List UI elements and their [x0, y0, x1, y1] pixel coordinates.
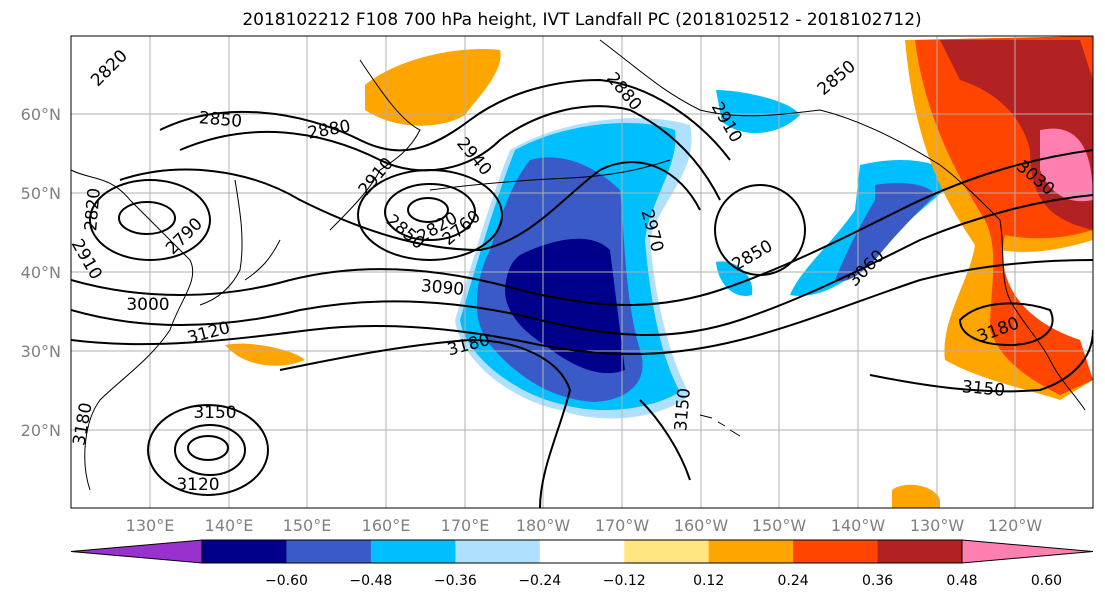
contour-label: 3150 — [193, 403, 236, 423]
lon-tick: 140°E — [205, 516, 254, 535]
contour-3150-east — [869, 329, 1093, 393]
lon-tick: 160°E — [362, 516, 411, 535]
graticule — [71, 36, 1093, 508]
contour-label: 3150 — [961, 377, 1006, 401]
coast-alaska — [599, 39, 1001, 221]
colorbar-tick: −0.12 — [603, 573, 646, 589]
ivt-positive-okhotsk — [365, 49, 501, 126]
colorbar-swatch — [370, 540, 456, 563]
contour-3120 — [71, 259, 1093, 356]
ivt-negative-gulf-inner — [835, 183, 935, 282]
lat-tick: 20°N — [21, 421, 61, 440]
colorbar-swatch — [539, 540, 625, 563]
colorbar-swatch — [455, 540, 541, 563]
contour-label: 3000 — [126, 295, 169, 315]
contour-3150-mid — [639, 399, 691, 481]
map-frame — [70, 35, 1094, 509]
coast-kamchatka — [329, 59, 421, 231]
colorbar-extend-high — [961, 539, 1094, 564]
lon-axis: 130°E 140°E 150°E 160°E 170°E 180°W 170°… — [126, 516, 1043, 535]
lon-tick: 150°W — [752, 516, 807, 535]
contour-low-west-2 — [89, 179, 211, 261]
colorbar-extend-low — [70, 539, 203, 564]
lon-tick: 130°E — [126, 516, 175, 535]
coast-northamerica — [999, 219, 1086, 411]
map-panel: 2820 2850 2880 2910 2940 2880 2910 2850 … — [71, 36, 1093, 508]
colorbar-swatch — [877, 540, 963, 563]
contour-2880 — [179, 105, 721, 201]
colorbar-frame — [201, 539, 963, 564]
colorbar-tick: 0.24 — [778, 573, 809, 589]
ivt-positive-westcoast-060 — [1040, 128, 1093, 202]
contour-high-sw — [174, 424, 246, 476]
contour-high-sw-3 — [187, 435, 229, 461]
coast-japan — [199, 179, 281, 306]
colorbar — [70, 539, 1094, 564]
coast-aleutians — [429, 159, 671, 191]
lat-axis: 60°N 50°N 40°N 30°N 20°N — [21, 105, 61, 440]
coastlines — [71, 39, 1086, 491]
colorbar-tick-labels: −0.60 −0.48 −0.36 −0.24 −0.12 0.12 0.24 … — [265, 573, 1062, 589]
colorbar-tick: −0.48 — [349, 573, 392, 589]
colorbar-swatch — [624, 540, 710, 563]
colorbar-swatch — [286, 540, 372, 563]
colorbar-tick: 0.36 — [862, 573, 893, 589]
contour-2910 — [119, 161, 701, 252]
colorbar-tick: 0.60 — [1031, 573, 1062, 589]
ivt-negative-small-2 — [716, 261, 753, 296]
lon-tick: 120°W — [988, 516, 1043, 535]
contour-label: 3090 — [420, 276, 465, 300]
lat-tick: 30°N — [21, 342, 61, 361]
contour-low-mid-2 — [384, 183, 476, 241]
lon-tick: 180°W — [516, 516, 571, 535]
lon-tick: 160°W — [674, 516, 729, 535]
contour-2850 — [159, 78, 731, 161]
colorbar-tick: −0.36 — [434, 573, 477, 589]
contour-high-sw-2 — [147, 404, 269, 496]
contour-3180 — [279, 338, 572, 508]
lat-tick: 50°N — [21, 184, 61, 203]
lon-tick: 170°W — [595, 516, 650, 535]
coast-hawaii — [699, 414, 741, 437]
colorbar-tick: 0.48 — [946, 573, 977, 589]
contour-3090 — [71, 194, 1093, 336]
colorbar-swatch — [793, 540, 879, 563]
coast-asia — [71, 169, 194, 491]
colorbar-tick: 0.12 — [693, 573, 724, 589]
lat-tick: 60°N — [21, 105, 61, 124]
map-title: 2018102212 F108 700 hPa height, IVT Land… — [242, 10, 921, 30]
contour-label: 3150 — [671, 387, 695, 432]
colorbar-swatch — [708, 540, 794, 563]
lon-tick: 150°E — [283, 516, 332, 535]
lat-tick: 40°N — [21, 263, 61, 282]
lon-tick: 130°W — [910, 516, 965, 535]
height-contours — [71, 78, 1093, 508]
colorbar-swatch — [202, 540, 287, 563]
lon-tick: 140°W — [831, 516, 886, 535]
colorbar-tick: −0.24 — [518, 573, 561, 589]
ivt-positive-small-2 — [892, 484, 940, 508]
contour-label: 3120 — [176, 475, 219, 495]
contour-3180-east — [958, 302, 1054, 347]
ivt-positive-small-1 — [225, 343, 305, 366]
contour-3000 — [71, 149, 1093, 306]
contour-label: 2850 — [198, 108, 243, 132]
contour-label: 2820 — [81, 187, 105, 232]
contour-low-mid — [407, 197, 449, 223]
lon-tick: 170°E — [441, 516, 490, 535]
contour-low-west — [118, 201, 176, 235]
colorbar-tick: −0.60 — [265, 573, 308, 589]
